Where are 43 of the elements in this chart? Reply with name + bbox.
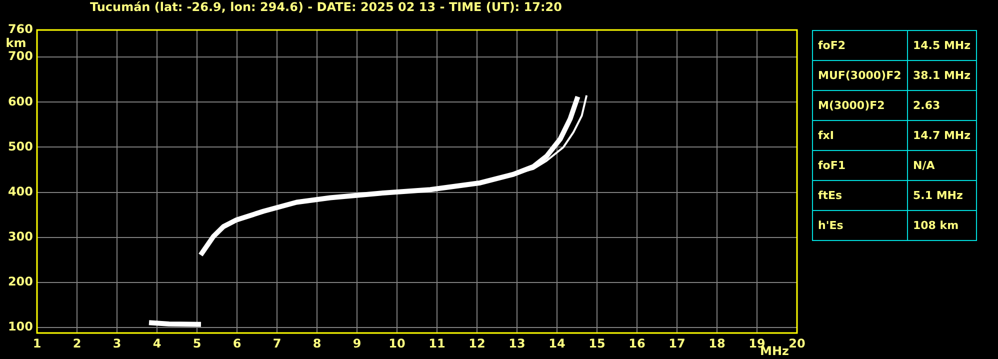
text: 5.1 MHz — [908, 180, 976, 210]
x-tick-label: 14 — [548, 336, 566, 350]
x-tick-label: 8 — [312, 336, 322, 350]
text: M(3000)F2 — [812, 90, 908, 120]
x-tick-label: 12 — [468, 336, 486, 350]
y-tick-label: 400 — [8, 184, 33, 198]
chart-title: Tucumán (lat: -26.9, lon: 294.6) - DATE: 2025 02 13 - TIME (UT): 17:20 — [90, 0, 562, 14]
text: 2.63 — [908, 90, 976, 120]
x-tick-label: 13 — [508, 336, 526, 350]
x-tick-label: 6 — [232, 336, 242, 350]
text: foF2 — [812, 30, 908, 60]
x-tick-label: 2 — [72, 336, 82, 350]
y-tick-label: 200 — [8, 274, 33, 289]
text: 14.5 MHz — [908, 30, 976, 60]
text: N/A — [908, 150, 976, 180]
y-tick-label: 100 — [8, 320, 33, 334]
x-tick-label: 1 — [32, 336, 42, 350]
x-tick-label: 3 — [112, 336, 122, 350]
x-tick-label: 7 — [272, 336, 282, 350]
x-tick-label: 15 — [588, 336, 606, 350]
text: MUF(3000)F2 — [812, 60, 908, 90]
x-tick-label: 5 — [192, 336, 202, 350]
x-tick-label: 10 — [388, 336, 406, 350]
x-tick-label: 17 — [668, 336, 686, 350]
text: 38.1 MHz — [908, 60, 976, 90]
x-tick-label: 18 — [708, 336, 726, 350]
x-tick-label: 4 — [152, 336, 162, 350]
x-tick-label: 11 — [428, 336, 446, 350]
x-tick-label: 20 — [788, 336, 806, 350]
text: h'Es — [812, 210, 908, 240]
y-tick-label: 600 — [8, 94, 33, 108]
y-tick-label: 300 — [8, 230, 33, 244]
text: 14.7 MHz — [908, 120, 976, 150]
y-tick-label: 500 — [8, 139, 33, 154]
x-tick-label: 16 — [628, 336, 646, 350]
text: fxI — [812, 120, 908, 150]
x-tick-label: 9 — [352, 336, 362, 350]
text: 108 km — [908, 210, 976, 240]
y-tick-label: 760 — [8, 22, 33, 36]
text: ftEs — [812, 180, 908, 210]
y-tick-label: 700 — [8, 49, 33, 64]
y-axis-title: km — [6, 36, 26, 50]
text: foF1 — [812, 150, 908, 180]
